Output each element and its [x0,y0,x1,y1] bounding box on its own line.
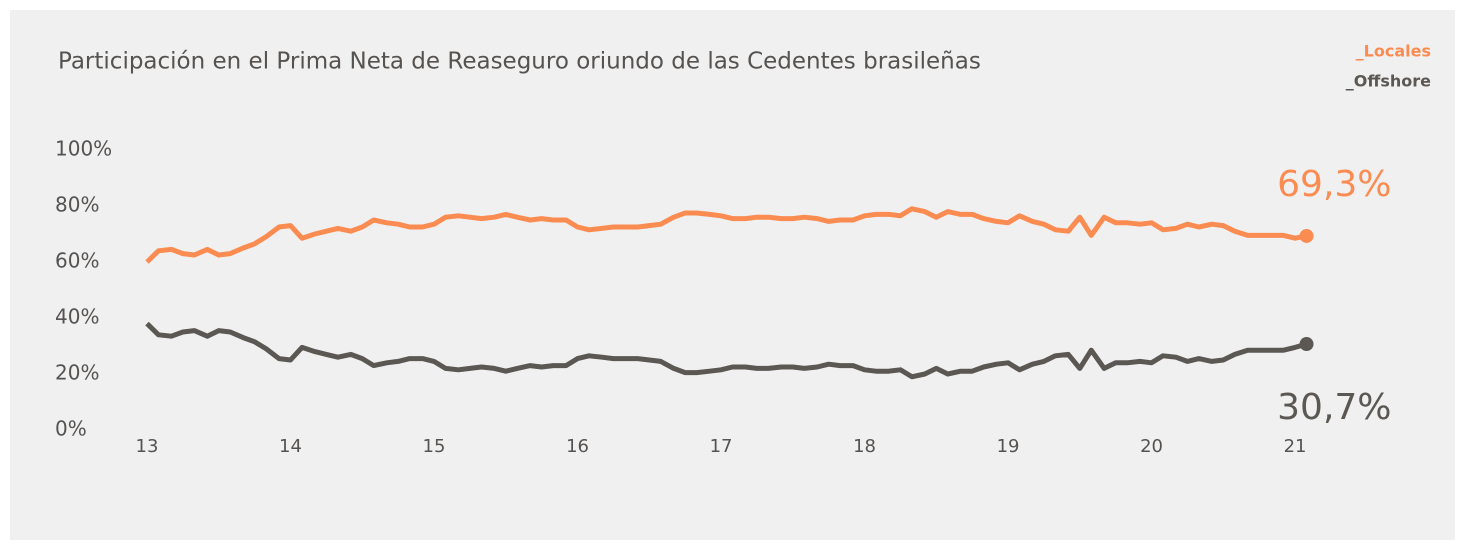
y-tick-label: 20% [55,361,99,385]
legend-label: _Locales [1356,42,1431,61]
end-point [1299,337,1314,352]
x-tick-label: 15 [423,436,446,457]
value-label: 69,3% [1277,164,1391,205]
x-tick-label: 19 [997,436,1020,457]
series-line [145,321,1308,380]
value-label: 30,7% [1277,387,1391,428]
y-tick-label: 80% [55,193,99,217]
x-tick-label: 14 [279,436,302,457]
x-tick-label: 20 [1140,436,1163,457]
x-tick-label: 21 [1284,436,1307,457]
x-tick-label: 17 [710,436,733,457]
panel [10,10,1455,540]
end-point [1299,228,1314,243]
x-tick-label: 13 [136,436,159,457]
y-tick-label: 60% [55,249,99,273]
series-line [145,206,1308,264]
y-tick-label: 100% [55,137,112,161]
legend-label: _Offshore [1346,72,1431,91]
x-tick-label: 16 [566,436,589,457]
y-tick-label: 40% [55,305,99,329]
chart-title: Participación en el Prima Neta de Reaseg… [58,49,981,75]
x-tick-label: 18 [853,436,876,457]
y-tick-label: 0% [55,417,87,441]
